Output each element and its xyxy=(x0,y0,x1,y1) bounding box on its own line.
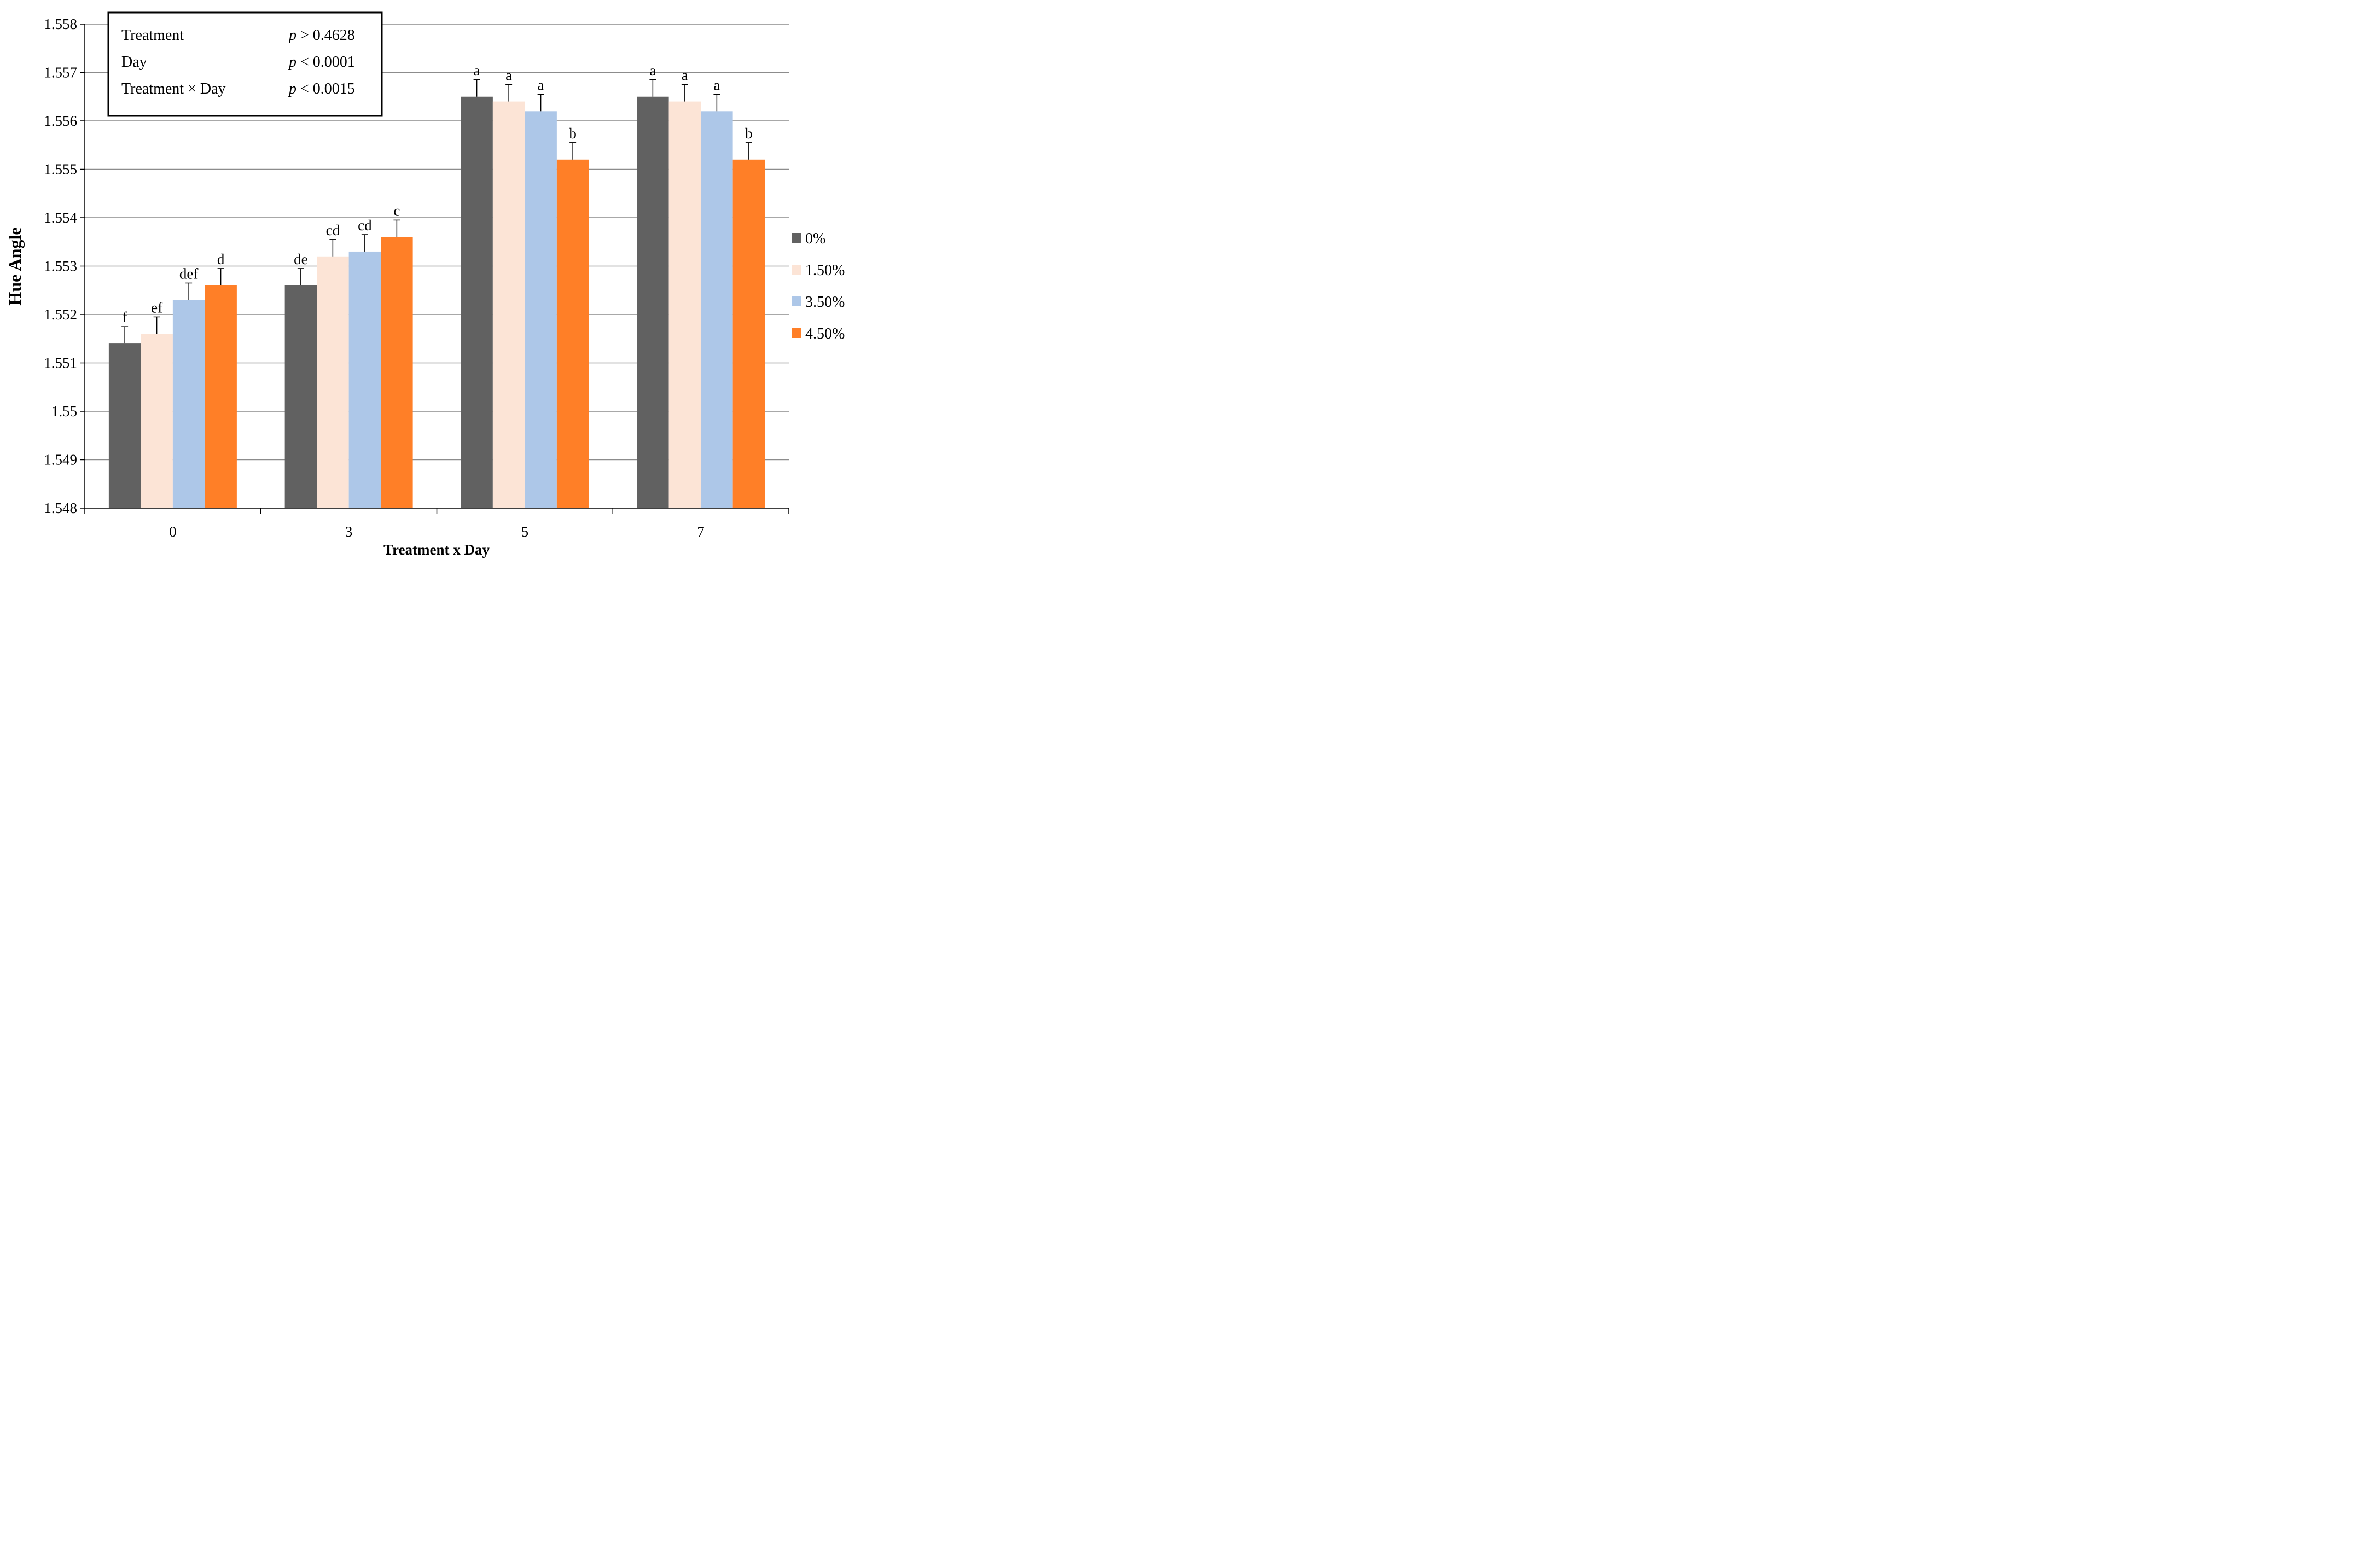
bar-4-50pct-day-5 xyxy=(556,159,589,508)
bar-1-50pct-day-3 xyxy=(317,256,349,508)
y-axis-title: Hue Angle xyxy=(5,227,25,305)
bar-4-50pct-day-0 xyxy=(205,285,237,508)
significance-label: cd xyxy=(326,222,340,238)
significance-label: b xyxy=(569,125,577,142)
bars xyxy=(108,96,765,509)
significance-label: a xyxy=(649,62,656,79)
y-tick-label: 1.555 xyxy=(44,161,77,178)
legend-swatch xyxy=(792,328,801,338)
bar-0pct-day-5 xyxy=(461,96,493,508)
x-axis-title: Treatment x Day xyxy=(383,541,490,558)
y-tick-label: 1.548 xyxy=(44,500,77,516)
stats-box-frame xyxy=(107,11,383,117)
bar-1-50pct-day-7 xyxy=(668,101,701,509)
y-tick-label: 1.553 xyxy=(44,258,77,275)
y-tick-labels: 1.548 1.549 1.55 1.551 1.552 1.553 1.554 1.555 1… xyxy=(44,16,77,516)
significance-label: a xyxy=(713,77,720,93)
legend-swatch xyxy=(792,265,801,275)
significance-label: de xyxy=(294,251,308,267)
y-tick-label: 1.558 xyxy=(44,16,77,32)
p-value-text: > 0.4628 xyxy=(296,27,355,44)
y-tick-label: 1.557 xyxy=(44,65,77,81)
error-bars xyxy=(121,79,752,344)
significance-label: cd xyxy=(358,217,372,234)
y-tick-label: 1.554 xyxy=(44,209,77,226)
stats-effect-label: Day xyxy=(121,54,147,71)
x-tick-label: 3 xyxy=(345,523,353,540)
stats-p-value: p > 0.4628 xyxy=(288,27,355,44)
x-tick-labels: 0 3 5 7 xyxy=(169,523,705,540)
x-tick-label: 7 xyxy=(697,523,705,540)
bar-3-50pct-day-7 xyxy=(701,111,733,509)
significance-label: ef xyxy=(151,299,162,316)
bar-4-50pct-day-7 xyxy=(732,159,765,508)
p-symbol: p xyxy=(288,80,296,97)
significance-label: f xyxy=(123,309,127,325)
bar-0pct-day-0 xyxy=(108,343,141,508)
bar-3-50pct-day-3 xyxy=(348,251,381,508)
legend-label: 1.50% xyxy=(805,262,845,279)
significance-label: a xyxy=(682,67,688,84)
significance-label: b xyxy=(745,125,753,142)
p-value-text: < 0.0015 xyxy=(296,80,355,97)
bar-1-50pct-day-5 xyxy=(492,101,525,509)
legend: 0% 1.50% 3.50% 4.50% xyxy=(792,230,845,342)
p-value-text: < 0.0001 xyxy=(296,54,355,71)
y-tick-label: 1.556 xyxy=(44,113,77,129)
significance-label: c xyxy=(393,202,400,219)
legend-label: 4.50% xyxy=(805,325,845,342)
legend-label: 0% xyxy=(805,230,825,247)
hue-angle-chart: f ef def d de cd cd c a a a b a a a b 1.548 1.549 1.55 1.5… xyxy=(0,0,857,569)
p-symbol: p xyxy=(288,54,296,71)
bar-3-50pct-day-0 xyxy=(172,300,205,508)
bar-0pct-day-3 xyxy=(284,285,317,508)
significance-label: a xyxy=(538,77,544,93)
stats-box: Treatment p > 0.4628 Day p < 0.0001 Treatmen… xyxy=(107,11,383,117)
y-tick-label: 1.549 xyxy=(44,452,77,468)
legend-swatch xyxy=(792,296,801,306)
bar-4-50pct-day-3 xyxy=(381,237,413,508)
y-tick-label: 1.55 xyxy=(51,403,77,419)
x-tick-label: 0 xyxy=(169,523,177,540)
legend-label: 3.50% xyxy=(805,294,845,311)
stats-p-value: p < 0.0015 xyxy=(288,80,355,97)
stats-p-value: p < 0.0001 xyxy=(288,54,355,71)
significance-label: d xyxy=(217,251,225,267)
significance-label: a xyxy=(474,62,480,79)
stats-effect-label: Treatment xyxy=(121,27,184,44)
significance-label: a xyxy=(505,67,512,84)
legend-swatch xyxy=(792,233,801,243)
x-tick-label: 5 xyxy=(521,523,529,540)
bar-0pct-day-7 xyxy=(637,96,669,508)
p-symbol: p xyxy=(288,27,296,44)
bar-3-50pct-day-5 xyxy=(525,111,557,509)
significance-label: def xyxy=(179,265,198,282)
y-tick-label: 1.552 xyxy=(44,306,77,323)
y-tick-label: 1.551 xyxy=(44,355,77,371)
bar-1-50pct-day-0 xyxy=(141,334,173,508)
stats-effect-label: Treatment × Day xyxy=(121,80,226,97)
